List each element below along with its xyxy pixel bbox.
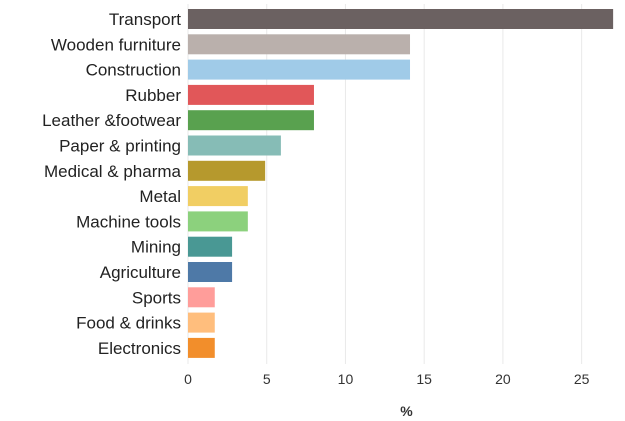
x-tick-label: 10 [338, 371, 354, 387]
x-tick-label: 5 [263, 371, 271, 387]
x-axis-ticks: 0 5 10 15 20 25 [184, 371, 590, 387]
x-tick-label: 20 [495, 371, 511, 387]
bar-mining [188, 236, 233, 257]
category-label: Rubber [125, 86, 181, 105]
category-label: Sports [132, 288, 181, 307]
category-label: Construction [86, 61, 181, 80]
category-label: Agriculture [100, 263, 181, 282]
bar-food-drinks [188, 312, 215, 333]
category-label: Medical & pharma [44, 162, 182, 181]
category-label: Electronics [98, 339, 181, 358]
x-tick-label: 0 [184, 371, 192, 387]
category-label: Transport [109, 10, 181, 29]
category-label: Food & drinks [76, 314, 181, 333]
bar-electronics [188, 337, 215, 358]
category-label: Paper & printing [59, 137, 181, 156]
bar-wooden-furniture [188, 34, 411, 55]
bar-paper-printing [188, 135, 281, 156]
bar-leather-footwear [188, 110, 314, 131]
bar-sports [188, 287, 215, 308]
bar-metal [188, 186, 248, 207]
bar-transport [188, 9, 614, 29]
category-label: Metal [139, 187, 181, 206]
bar-agriculture [188, 262, 233, 282]
category-label: Leather &footwear [42, 111, 181, 130]
bar-construction [188, 59, 411, 80]
x-tick-label: 25 [574, 371, 590, 387]
category-label: Mining [131, 238, 181, 257]
bar-machine-tools [188, 211, 248, 232]
grid-lines [187, 4, 583, 364]
x-tick-label: 15 [416, 371, 432, 387]
bar-rubber [188, 84, 314, 105]
x-axis-title: % [400, 403, 413, 419]
category-label: Machine tools [76, 212, 181, 231]
category-label: Wooden furniture [51, 35, 181, 54]
bars [188, 9, 614, 358]
bar-medical-pharma [188, 160, 266, 181]
category-labels: Transport Wooden furniture Construction Rub… [42, 10, 181, 358]
